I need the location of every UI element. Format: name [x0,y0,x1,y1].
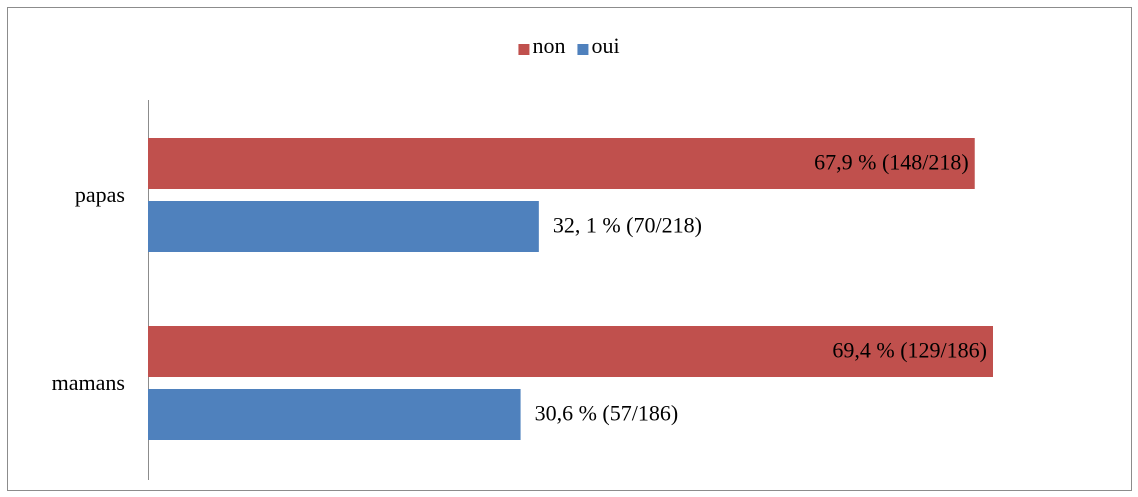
data-label: 30,6 % (57/186) [535,401,679,426]
legend-label: oui [591,33,619,58]
data-label: 67,9 % (148/218) [814,150,969,175]
category-label: mamans [52,370,125,395]
bar [148,201,539,252]
data-label: 32, 1 % (70/218) [553,213,702,238]
legend-swatch [518,44,530,55]
bar [148,326,993,377]
legend-swatch [577,44,589,55]
data-label: 69,4 % (129/186) [832,338,987,363]
legend-label: non [532,33,565,58]
bar [148,138,975,189]
category-label: papas [75,182,125,207]
bar [148,389,521,440]
